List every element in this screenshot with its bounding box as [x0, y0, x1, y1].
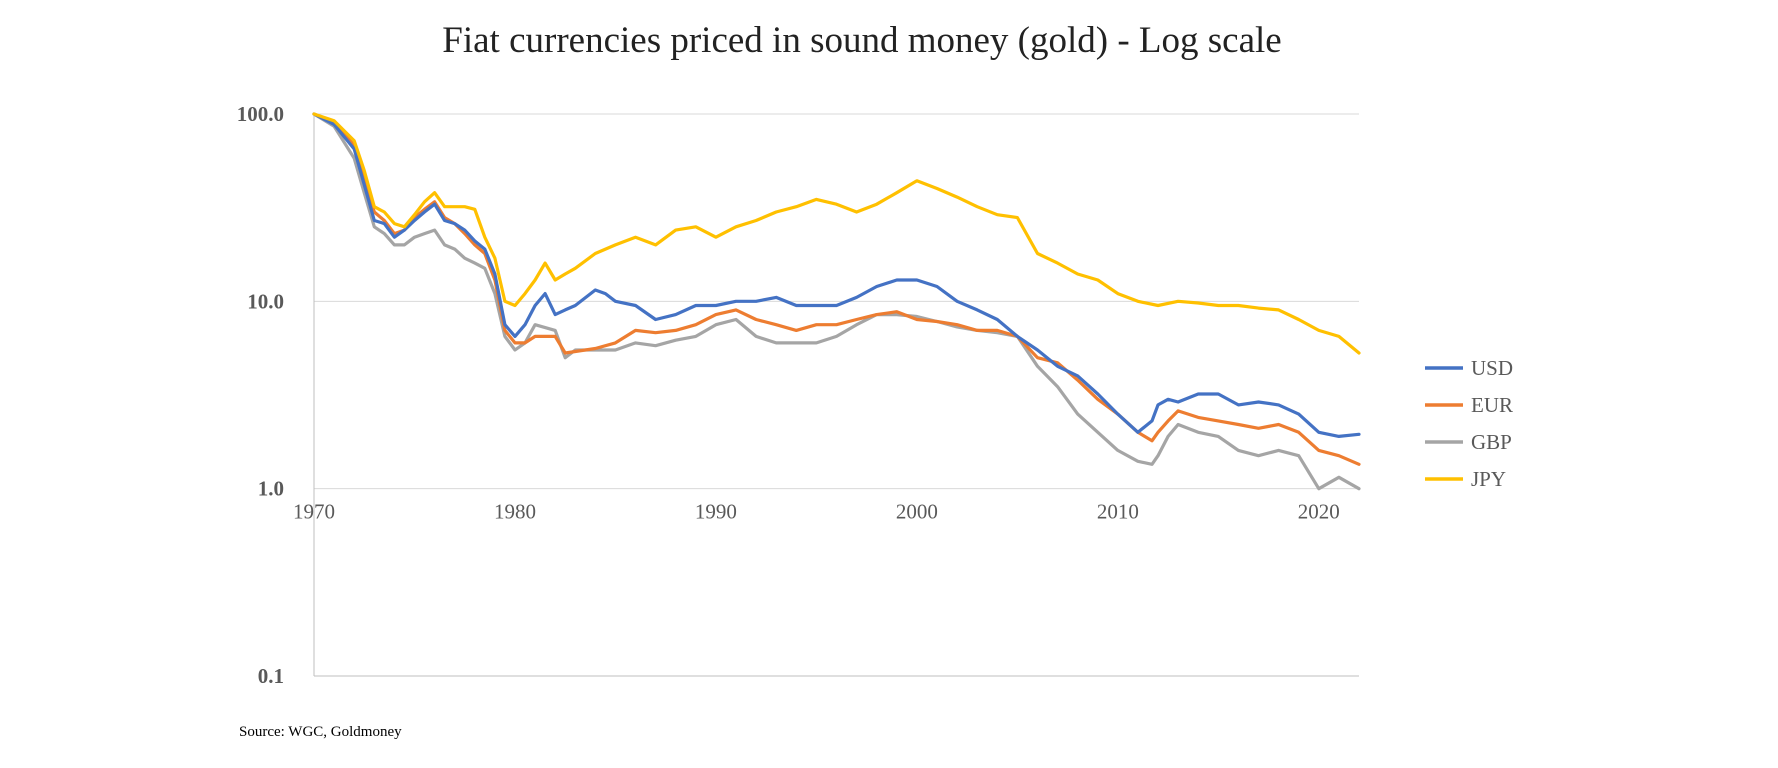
series-line-gbp: [312, 112, 1361, 491]
series-line-eur: [312, 112, 1361, 466]
legend-label: USD: [1471, 356, 1513, 380]
x-tick-label: 1970: [293, 500, 335, 524]
x-tick-label: 2010: [1097, 500, 1139, 524]
x-tick-label: 2020: [1298, 500, 1340, 524]
legend: USD EUR GBP JPY: [1425, 356, 1513, 491]
x-tick-label: 1980: [494, 500, 536, 524]
y-tick-labels: 100.0 10.0 1.0 0.1: [237, 102, 284, 688]
axes: [313, 114, 1359, 677]
series-line-usd: [312, 112, 1361, 438]
x-tick-labels: 1970 1980 1990 2000 2010 2020: [293, 500, 1340, 524]
x-tick-label: 2000: [896, 500, 938, 524]
y-tick-label: 0.1: [258, 664, 284, 688]
source-note: Source: WGC, Goldmoney: [239, 724, 402, 740]
y-tick-label: 100.0: [237, 102, 284, 126]
legend-item-usd: USD: [1425, 356, 1513, 380]
chart-title: Fiat currencies priced in sound money (g…: [442, 20, 1281, 61]
y-tick-label: 1.0: [258, 477, 284, 501]
legend-item-gbp: GBP: [1425, 430, 1512, 454]
legend-label: EUR: [1471, 393, 1513, 417]
legend-label: JPY: [1471, 467, 1506, 491]
series-line-jpy: [312, 112, 1361, 355]
y-tick-label: 10.0: [247, 289, 284, 313]
legend-item-jpy: JPY: [1425, 467, 1506, 491]
legend-label: GBP: [1471, 430, 1512, 454]
legend-item-eur: EUR: [1425, 393, 1513, 417]
series-lines: [312, 112, 1361, 491]
x-tick-label: 1990: [695, 500, 737, 524]
